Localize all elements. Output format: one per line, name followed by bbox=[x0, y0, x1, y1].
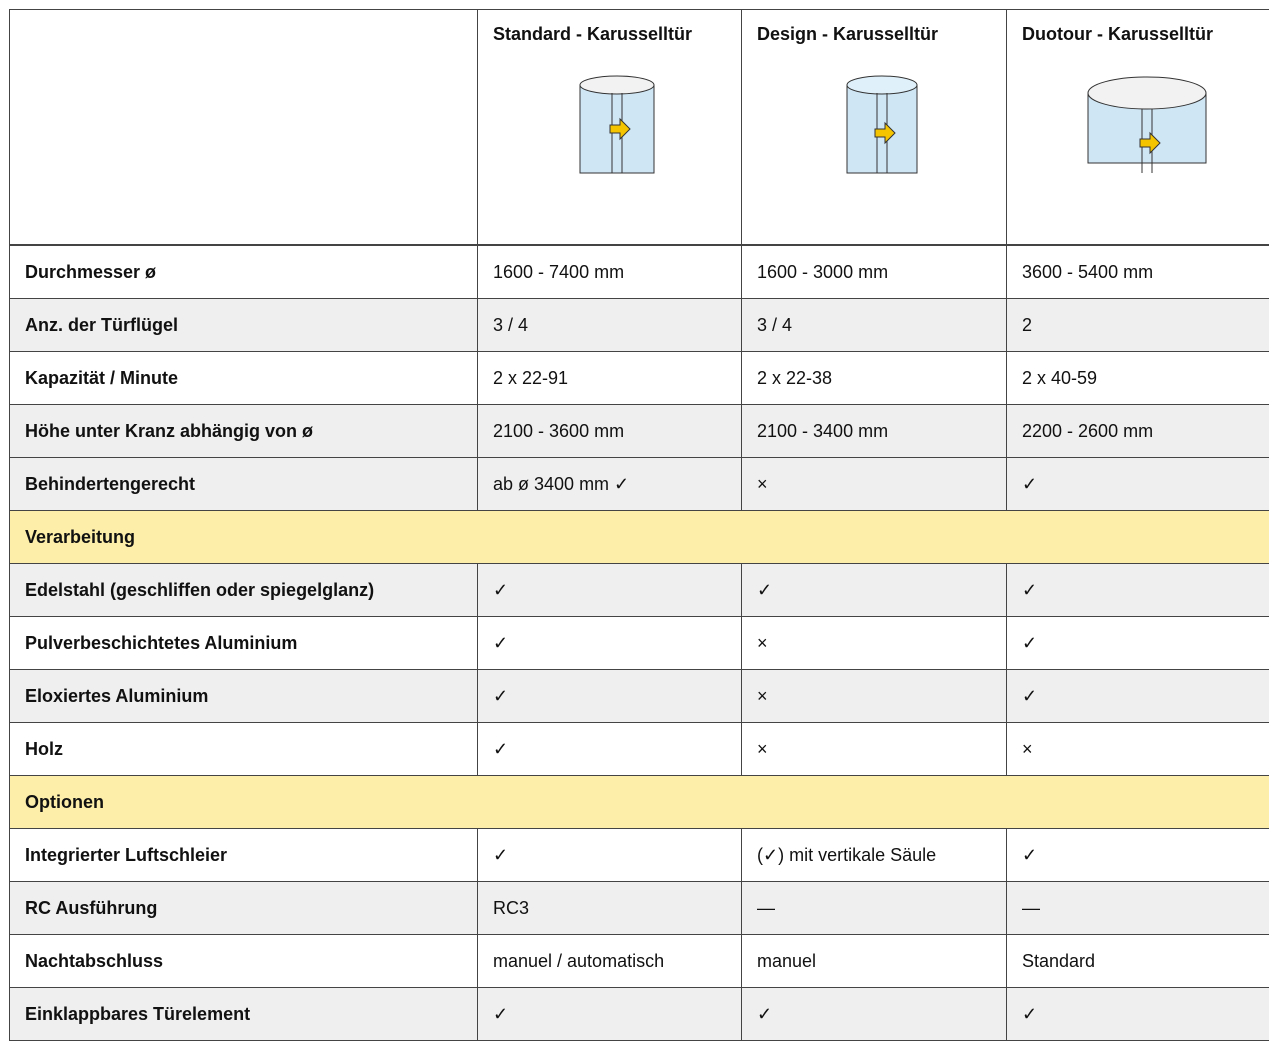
cell: × bbox=[742, 670, 1007, 723]
row-label: Höhe unter Kranz abhängig von ø bbox=[10, 405, 478, 458]
cell: ✓ bbox=[742, 988, 1007, 1041]
cell: 3600 - 5400 mm bbox=[1007, 245, 1269, 299]
row-label: RC Ausführung bbox=[10, 882, 478, 935]
row-label: Kapazität / Minute bbox=[10, 352, 478, 405]
cell: 2 x 22-91 bbox=[478, 352, 742, 405]
cell: 2200 - 2600 mm bbox=[1007, 405, 1269, 458]
cell: 2 bbox=[1007, 299, 1269, 352]
cell: × bbox=[742, 723, 1007, 776]
column-title: Duotour - Karusselltür bbox=[1022, 24, 1213, 44]
door-icon bbox=[837, 73, 927, 183]
cell: ab ø 3400 mm ✓ bbox=[478, 458, 742, 511]
cell: 2100 - 3400 mm bbox=[742, 405, 1007, 458]
column-header: Standard - Karusselltür bbox=[478, 10, 742, 246]
row-label: Pulverbeschichtetes Aluminium bbox=[10, 617, 478, 670]
cell: × bbox=[742, 617, 1007, 670]
cell: 3 / 4 bbox=[478, 299, 742, 352]
page: {"table": { "columns": ["Standard - Karu… bbox=[0, 0, 1269, 1016]
row-label: Durchmesser ø bbox=[10, 245, 478, 299]
section-row: Optionen bbox=[10, 776, 1269, 829]
section-title: Verarbeitung bbox=[10, 511, 1269, 564]
column-header: Design - Karusselltür bbox=[742, 10, 1007, 246]
row-label: Behindertengerecht bbox=[10, 458, 478, 511]
row-label: Nachtabschluss bbox=[10, 935, 478, 988]
empty-header bbox=[10, 10, 478, 246]
cell: ✓ bbox=[478, 617, 742, 670]
page-body: Standard - Karusselltür Design - Karusse… bbox=[0, 0, 1269, 1016]
cell: ✓ bbox=[1007, 617, 1269, 670]
cell: 2 x 22-38 bbox=[742, 352, 1007, 405]
row-label: Einklappbares Türelement bbox=[10, 988, 478, 1041]
table-row: Edelstahl (geschliffen oder spiegelglanz… bbox=[10, 564, 1269, 617]
cell: × bbox=[1007, 723, 1269, 776]
cell: (✓) mit vertikale Säule bbox=[742, 829, 1007, 882]
row-label: Anz. der Türflügel bbox=[10, 299, 478, 352]
cell: × bbox=[742, 458, 1007, 511]
row-label: Eloxiertes Aluminium bbox=[10, 670, 478, 723]
cell: 3 / 4 bbox=[742, 299, 1007, 352]
table-row: Pulverbeschichtetes Aluminium✓×✓ bbox=[10, 617, 1269, 670]
row-label: Edelstahl (geschliffen oder spiegelglanz… bbox=[10, 564, 478, 617]
column-header: Duotour - Karusselltür bbox=[1007, 10, 1269, 246]
cell: ✓ bbox=[1007, 458, 1269, 511]
table-row: Einklappbares Türelement✓✓✓ bbox=[10, 988, 1269, 1041]
cell: 2 x 40-59 bbox=[1007, 352, 1269, 405]
cell: manuel / automatisch bbox=[478, 935, 742, 988]
cell: 1600 - 3000 mm bbox=[742, 245, 1007, 299]
cell: ✓ bbox=[478, 723, 742, 776]
cell: manuel bbox=[742, 935, 1007, 988]
cell: Standard bbox=[1007, 935, 1269, 988]
cell: ✓ bbox=[478, 670, 742, 723]
cell: ✓ bbox=[742, 564, 1007, 617]
column-title: Design - Karusselltür bbox=[757, 24, 938, 44]
cell: ✓ bbox=[1007, 829, 1269, 882]
cell: ✓ bbox=[1007, 670, 1269, 723]
cell: ✓ bbox=[478, 829, 742, 882]
row-label: Integrierter Luftschleier bbox=[10, 829, 478, 882]
cell: ✓ bbox=[1007, 564, 1269, 617]
row-label: Holz bbox=[10, 723, 478, 776]
cell: 1600 - 7400 mm bbox=[478, 245, 742, 299]
door-icon bbox=[572, 73, 662, 183]
cell: RC3 bbox=[478, 882, 742, 935]
cell: ✓ bbox=[478, 988, 742, 1041]
cell: ✓ bbox=[478, 564, 742, 617]
cell: — bbox=[1007, 882, 1269, 935]
column-title: Standard - Karusselltür bbox=[493, 24, 692, 44]
header-row: Standard - Karusselltür Design - Karusse… bbox=[10, 10, 1269, 246]
section-title: Optionen bbox=[10, 776, 1269, 829]
cell: — bbox=[742, 882, 1007, 935]
cell: 2100 - 3600 mm bbox=[478, 405, 742, 458]
table-row: Holz✓×× bbox=[10, 723, 1269, 776]
cell: ✓ bbox=[1007, 988, 1269, 1041]
door-icon bbox=[1082, 73, 1212, 183]
section-row: Verarbeitung bbox=[10, 511, 1269, 564]
table-row: Integrierter Luftschleier✓(✓) mit vertik… bbox=[10, 829, 1269, 882]
table-row: Eloxiertes Aluminium✓×✓ bbox=[10, 670, 1269, 723]
comparison-table: Standard - Karusselltür Design - Karusse… bbox=[9, 9, 1269, 1041]
